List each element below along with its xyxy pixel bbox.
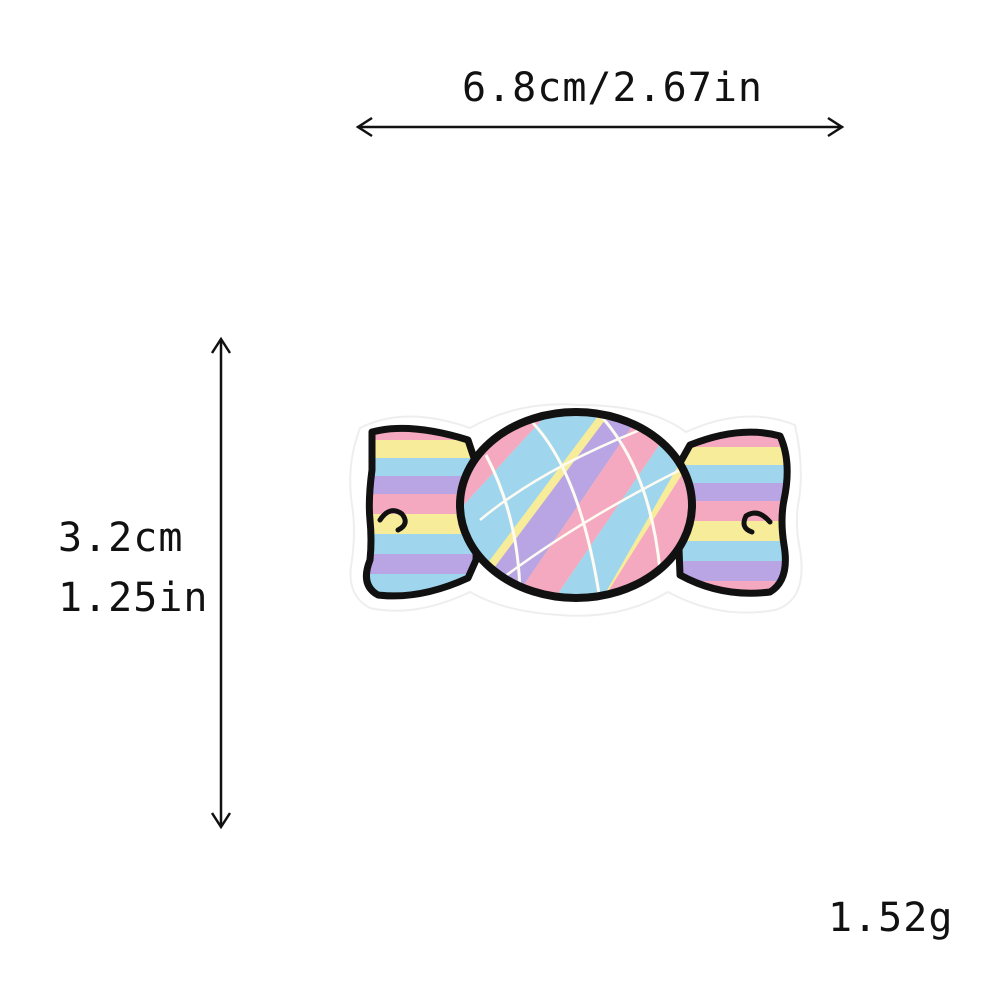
height-in-label: 1.25in	[58, 575, 209, 621]
weight-label: 1.52g	[828, 895, 954, 941]
height-cm-label: 3.2cm	[58, 515, 184, 561]
width-dimension-label: 6.8cm/2.67in	[462, 65, 763, 111]
